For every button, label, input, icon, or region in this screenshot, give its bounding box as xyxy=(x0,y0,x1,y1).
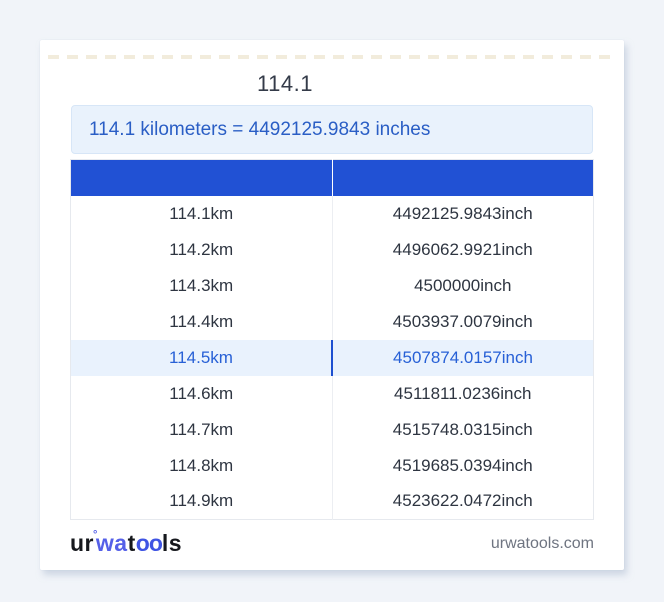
logo-seg-oo: oo xyxy=(135,530,163,556)
inch-value[interactable]: 4523622.0472inch xyxy=(331,483,594,520)
inch-value[interactable]: 4511811.0236inch xyxy=(331,375,594,412)
km-value[interactable]: 114.4km xyxy=(169,311,234,331)
table-row[interactable]: 114.2km 4496062.9921inch xyxy=(71,231,594,268)
table-row[interactable]: 114.9km 4523622.0472inch xyxy=(71,483,594,520)
site-domain-text: urwatools.com xyxy=(490,534,594,552)
logo-seg-t: t xyxy=(127,530,136,556)
page-title: 114.1 xyxy=(257,71,313,96)
inch-value[interactable]: 4507874.0157inch xyxy=(331,339,594,376)
table-row[interactable]: 114.7km 4515748.0315inch xyxy=(71,411,594,448)
logo-seg-ls: ls xyxy=(161,530,183,556)
km-value[interactable]: 114.2km xyxy=(169,239,234,259)
header-cell-inch xyxy=(331,159,594,196)
km-value[interactable]: 114.9km xyxy=(169,491,234,511)
urwatools-logo[interactable]: ur°watools xyxy=(70,529,183,557)
km-value[interactable]: 114.7km xyxy=(169,419,234,439)
km-value[interactable]: 114.6km xyxy=(169,383,234,403)
km-value[interactable]: 114.8km xyxy=(169,455,234,475)
km-value[interactable]: 114.1km xyxy=(169,203,234,223)
header-cell-km xyxy=(70,159,332,196)
table-row[interactable]: 114.6km 4511811.0236inch xyxy=(71,375,594,412)
table-row[interactable]: 114.5km 4507874.0157inch xyxy=(70,339,594,376)
table-row[interactable]: 114.3km 4500000inch xyxy=(71,267,594,304)
header-row xyxy=(70,159,594,196)
inch-value[interactable]: 4503937.0079inch xyxy=(331,303,594,340)
table-row[interactable]: 114.1km 4492125.9843inch xyxy=(71,195,594,232)
logo-seg-ur: ur xyxy=(70,530,94,556)
conversion-table-header xyxy=(70,159,594,196)
logo-seg-wa: wa xyxy=(95,530,128,556)
inch-value[interactable]: 4519685.0394inch xyxy=(331,447,594,484)
logo-degree-mark: ° xyxy=(93,529,98,541)
conversion-result-box: 114.1 kilometers = 4492125.9843 inches xyxy=(71,105,593,154)
conversion-table: 114.1km 4492125.9843inch 114.2km 4496062.99… xyxy=(70,159,594,520)
conversion-result-text: 114.1 kilometers = 4492125.9843 inches xyxy=(89,118,431,140)
km-value[interactable]: 114.3km xyxy=(169,275,234,295)
inch-value[interactable]: 4496062.9921inch xyxy=(331,231,594,268)
footer: ur°watools urwatools.com xyxy=(70,520,594,567)
conversion-table-body: 114.1km 4492125.9843inch 114.2km 4496062.99… xyxy=(70,195,594,520)
km-value[interactable]: 114.5km xyxy=(169,347,233,367)
ad-placeholder-dashes xyxy=(48,55,616,59)
table-row[interactable]: 114.4km 4503937.0079inch xyxy=(71,303,594,340)
inch-value[interactable]: 4515748.0315inch xyxy=(331,411,594,448)
inch-value[interactable]: 4500000inch xyxy=(331,267,594,304)
table-row[interactable]: 114.8km 4519685.0394inch xyxy=(71,447,594,484)
converter-card: 114.1 114.1 kilometers = 4492125.9843 in… xyxy=(40,40,624,570)
inch-value[interactable]: 4492125.9843inch xyxy=(331,195,594,232)
